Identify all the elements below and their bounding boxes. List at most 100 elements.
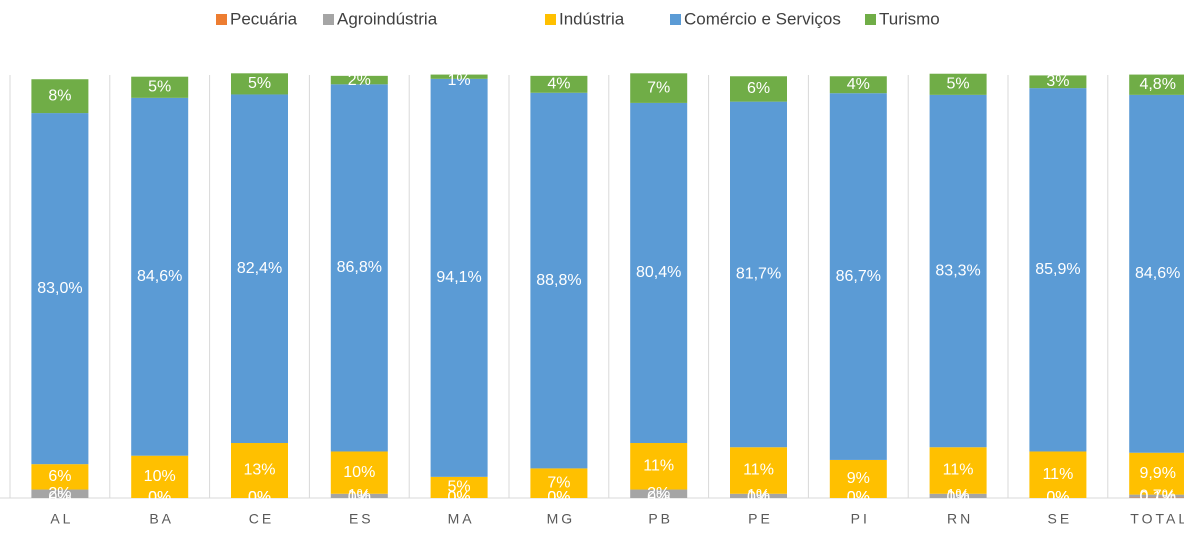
bar-segment — [330, 493, 388, 498]
data-label: 0% — [747, 489, 770, 506]
legend-swatch — [545, 14, 556, 25]
legend-label: Indústria — [559, 9, 625, 28]
bar-segment — [330, 451, 388, 494]
legend-swatch — [670, 14, 681, 25]
bar-segment — [630, 489, 688, 498]
bar-segment — [1029, 451, 1087, 498]
data-label: 0% — [1046, 489, 1069, 506]
x-tick-label: SE — [1048, 511, 1073, 527]
x-tick-label: PI — [851, 511, 870, 527]
data-label: 0% — [1046, 489, 1069, 506]
bar-segment — [131, 97, 189, 456]
bar-segment — [829, 76, 887, 94]
data-label: 83,0% — [37, 280, 82, 297]
data-label: 9% — [847, 470, 870, 487]
bar-segment — [430, 476, 488, 498]
x-tick-label: PB — [648, 511, 673, 527]
bar-segment — [630, 73, 688, 103]
data-label: 6% — [747, 80, 770, 97]
x-tick-label: BA — [149, 511, 174, 527]
data-label: 3% — [1046, 73, 1069, 90]
bar-segment — [430, 78, 488, 477]
bar-segment — [929, 493, 987, 498]
bar-segment — [929, 447, 987, 494]
data-label: 0,7% — [1139, 487, 1175, 504]
bar-segment — [1029, 75, 1087, 89]
bar-segment — [1129, 494, 1184, 498]
data-label: 0% — [448, 489, 471, 506]
bar-segment — [730, 101, 787, 448]
legend-swatch — [323, 14, 334, 25]
bar-segment — [730, 493, 787, 498]
bar-segment — [131, 455, 189, 498]
data-label: 1% — [747, 487, 770, 504]
data-label: 11% — [743, 462, 774, 479]
bar-segment — [231, 73, 288, 95]
data-label: 0,1% — [1139, 489, 1175, 506]
data-label: 5% — [248, 75, 271, 92]
data-label: 1% — [348, 487, 371, 504]
legend-label: Comércio e Serviços — [684, 9, 841, 28]
bar-segment — [530, 468, 588, 498]
data-label: 13% — [243, 462, 275, 479]
data-label: 8% — [48, 87, 71, 104]
x-tick-label: MG — [547, 511, 576, 527]
x-tick-label: MA — [448, 511, 475, 527]
bar-segment — [31, 489, 89, 498]
bar-segment — [31, 113, 89, 465]
bar-segment — [131, 76, 189, 98]
data-label: 0% — [647, 489, 670, 506]
bar-segment — [231, 443, 288, 498]
data-label: 2% — [647, 485, 670, 502]
data-label: 94,1% — [436, 269, 481, 286]
x-tick-label: RN — [947, 511, 973, 527]
bar-segment — [829, 93, 887, 460]
data-label: 81,7% — [736, 266, 781, 283]
bar-segment — [929, 73, 987, 95]
bar-segment — [231, 94, 288, 444]
data-label: 84,6% — [1135, 265, 1180, 282]
data-label: 4% — [547, 76, 570, 93]
bar-segment — [530, 75, 588, 93]
bar-segment — [630, 102, 688, 444]
bar-segment — [929, 94, 987, 448]
data-label: 2% — [348, 72, 371, 89]
x-tick-label: PE — [748, 511, 773, 527]
legend-label: Pecuária — [230, 9, 298, 28]
bar-segment — [31, 79, 89, 114]
bar-segment — [530, 92, 588, 469]
data-label: 0% — [148, 489, 171, 506]
x-tick-label: TOTAL — [1130, 511, 1184, 527]
bar-segment — [1129, 94, 1184, 453]
data-label: 82,4% — [237, 260, 282, 277]
data-label: 0% — [148, 489, 171, 506]
data-label: 1% — [947, 487, 970, 504]
data-label: 11% — [643, 457, 674, 474]
x-tick-label: CE — [249, 511, 274, 527]
data-label: 2% — [48, 485, 71, 502]
bar-segment — [31, 464, 89, 490]
legend-swatch — [865, 14, 876, 25]
data-label: 0% — [947, 489, 970, 506]
data-label: 7% — [647, 79, 670, 96]
x-tick-label: AL — [50, 511, 73, 527]
data-label: 0% — [348, 489, 371, 506]
data-label: 0% — [847, 489, 870, 506]
bar-segment — [1129, 452, 1184, 495]
data-label: 0% — [547, 489, 570, 506]
data-label: 80,4% — [636, 264, 681, 281]
data-label: 11% — [943, 462, 974, 479]
x-tick-label: ES — [349, 511, 374, 527]
data-label: 84,6% — [137, 268, 182, 285]
bar-segment — [1029, 88, 1087, 452]
data-label: 4% — [847, 76, 870, 93]
data-label: 6% — [48, 468, 71, 485]
bar-segment — [1129, 74, 1184, 95]
bar-segment — [430, 74, 488, 79]
data-label: 86,7% — [836, 268, 881, 285]
data-label: 1% — [448, 72, 471, 89]
data-label: 86,8% — [337, 259, 382, 276]
legend-label: Turismo — [879, 9, 940, 28]
data-label: 0% — [448, 489, 471, 506]
